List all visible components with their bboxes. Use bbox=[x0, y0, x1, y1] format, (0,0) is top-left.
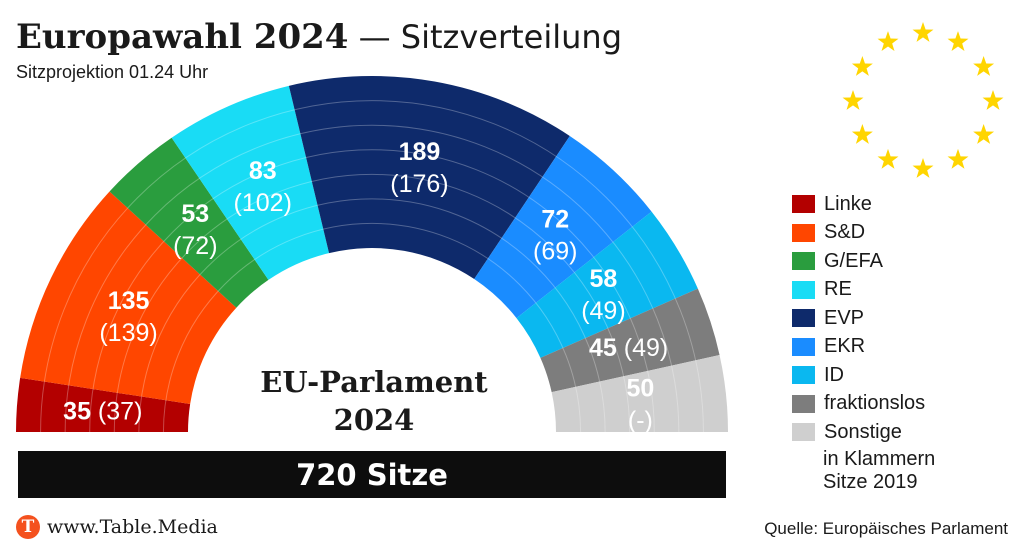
legend-swatch bbox=[792, 394, 815, 413]
segment-linke bbox=[16, 377, 191, 432]
flag-star-icon bbox=[973, 124, 995, 144]
seat-row-arc bbox=[162, 223, 582, 433]
segment-previous-sundd: (139) bbox=[99, 319, 157, 347]
legend-swatch bbox=[792, 423, 815, 442]
legend-label: ID bbox=[824, 363, 844, 386]
center-label-line1: EU-Parlament bbox=[260, 365, 488, 399]
source-note: Quelle: Europäisches Parlament bbox=[764, 519, 1008, 538]
segment-previous-g-efa: (72) bbox=[173, 232, 217, 260]
legend-swatch bbox=[792, 366, 815, 385]
legend-item-sonstige: Sonstige bbox=[792, 418, 925, 447]
legend-item-ekr: EKR bbox=[792, 333, 925, 362]
chart-title-dash: — bbox=[348, 18, 401, 56]
legend-label: EVP bbox=[824, 306, 865, 329]
flag-star-icon bbox=[842, 90, 864, 110]
legend-label: S&D bbox=[824, 221, 866, 244]
chart-title-sub: Sitzverteilung bbox=[400, 18, 622, 56]
segment-g-efa bbox=[109, 137, 269, 308]
flag-star-icon bbox=[877, 31, 899, 52]
legend-label: fraktionslos bbox=[824, 392, 926, 415]
segment-id bbox=[516, 211, 698, 358]
segment-value-sundd: 135 bbox=[108, 287, 150, 315]
chart-labels: 35 (37) 135 (139) 53 (72) 83 (102) 189 (176) 72 (6… bbox=[63, 138, 668, 434]
legend-item-sundd: S&D bbox=[792, 219, 925, 248]
legend-note: in Klammern Sitze 2019 bbox=[823, 448, 935, 494]
legend-swatch bbox=[792, 252, 815, 271]
seat-row-arc bbox=[89, 149, 655, 433]
table-media-logo-icon: T bbox=[16, 515, 40, 539]
legend-swatch bbox=[792, 337, 815, 356]
segment-evp bbox=[288, 75, 570, 280]
flag-star-icon bbox=[973, 56, 995, 76]
segment-previous-id: (49) bbox=[581, 297, 625, 325]
legend-label: EKR bbox=[824, 335, 866, 358]
flag-star-icon bbox=[947, 148, 969, 169]
flag-star-icon bbox=[912, 158, 934, 178]
legend-label: RE bbox=[824, 278, 852, 301]
legend-swatch bbox=[792, 280, 815, 299]
segment-re bbox=[171, 85, 330, 280]
legend-item-evp: EVP bbox=[792, 304, 925, 333]
segment-value-id: 58 bbox=[590, 265, 618, 293]
legend-note-line1: in Klammern bbox=[823, 448, 936, 470]
segment-sundd bbox=[20, 191, 237, 405]
legend-swatch bbox=[792, 223, 815, 242]
parliament-chart: 35 (37) 135 (139) 53 (72) 83 (102) 189 (176) 72 (6… bbox=[16, 75, 728, 437]
seat-row-arc bbox=[64, 124, 680, 433]
center-label-line2: 2024 bbox=[334, 403, 415, 437]
segment-previous-ekr: (69) bbox=[533, 238, 577, 266]
segment-previous-evp: (176) bbox=[390, 170, 448, 198]
segment-value-evp: 189 bbox=[399, 138, 441, 166]
total-seats-bar: 720 Sitze bbox=[18, 451, 726, 498]
legend-item-linke: Linke bbox=[792, 190, 925, 219]
flag-star-icon bbox=[877, 148, 899, 169]
legend-note-line2: Sitze 2019 bbox=[823, 471, 918, 493]
legend-item-fraktionslos: fraktionslos bbox=[792, 390, 925, 419]
legend-label: G/EFA bbox=[824, 249, 883, 272]
segment-value-re: 83 bbox=[249, 157, 277, 185]
segment-previous-re: (102) bbox=[234, 189, 292, 217]
total-seats-label: 720 Sitze bbox=[296, 457, 448, 492]
legend-label: Linke bbox=[824, 192, 872, 215]
segment-sonstige bbox=[551, 354, 728, 432]
chart-title-main: Europawahl 2024 bbox=[16, 17, 349, 57]
segment-fraktionslos bbox=[540, 288, 720, 393]
segment-previous-sonstige: (-) bbox=[628, 407, 653, 435]
segment-value-ekr: 72 bbox=[541, 206, 569, 234]
flag-star-icon bbox=[912, 22, 934, 42]
brand-link[interactable]: www.Table.Media bbox=[47, 516, 218, 538]
footer-brand[interactable]: T www.Table.Media bbox=[16, 515, 218, 539]
legend-swatch bbox=[792, 195, 815, 214]
chart-legend: Linke S&D G/EFA RE EVP EKR ID fraktionslos Sonst… bbox=[792, 190, 925, 447]
segment-value-g-efa: 53 bbox=[181, 200, 209, 228]
seat-row-arc bbox=[113, 173, 631, 433]
flag-star-icon bbox=[851, 124, 873, 144]
eu-flag-icon bbox=[842, 22, 1004, 178]
chart-title: Europawahl 2024 — Sitzverteilung bbox=[16, 12, 622, 61]
legend-item-g-efa: G/EFA bbox=[792, 247, 925, 276]
segment-label-linke: 35 (37) bbox=[63, 397, 142, 425]
segment-value-sonstige: 50 bbox=[626, 375, 654, 403]
legend-swatch bbox=[792, 309, 815, 328]
seat-row-arc bbox=[40, 100, 704, 433]
legend-item-re: RE bbox=[792, 276, 925, 305]
seat-row-arc bbox=[138, 198, 606, 433]
flag-star-icon bbox=[947, 31, 969, 52]
legend-label: Sonstige bbox=[824, 420, 902, 443]
flag-star-icon bbox=[851, 56, 873, 76]
segment-label-fraktionslos: 45 (49) bbox=[589, 334, 668, 362]
chart-segments bbox=[16, 75, 728, 432]
segment-ekr bbox=[474, 135, 652, 319]
chart-subtitle: Sitzprojektion 01.24 Uhr bbox=[16, 62, 209, 82]
flag-star-icon bbox=[982, 90, 1004, 110]
chart-dividers bbox=[40, 100, 704, 433]
legend-item-id: ID bbox=[792, 361, 925, 390]
